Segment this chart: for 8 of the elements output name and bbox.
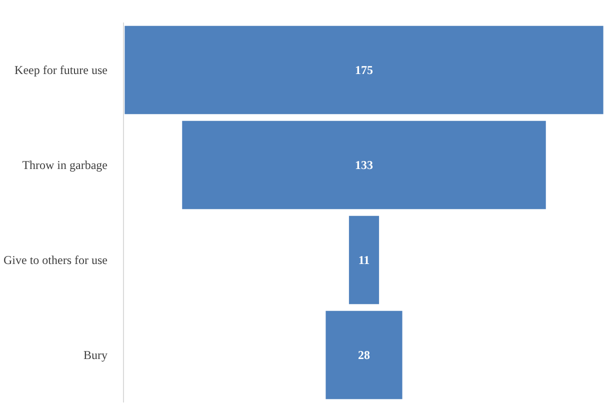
data-label: 133 (355, 158, 373, 172)
data-label: 28 (358, 348, 370, 362)
category-label: Keep for future use (14, 63, 108, 77)
category-label: Give to others for use (4, 253, 108, 267)
data-label: 175 (355, 63, 373, 77)
category-label: Throw in garbage (22, 158, 108, 172)
category-label: Bury (84, 348, 108, 362)
data-label: 11 (358, 253, 370, 267)
